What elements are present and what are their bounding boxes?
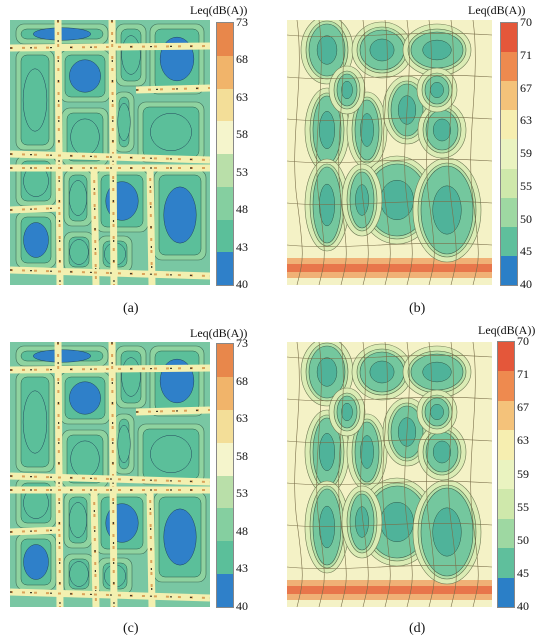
caption-d: (d) <box>409 621 426 636</box>
colorbar-segment <box>501 255 517 285</box>
colorbar-segment <box>498 342 514 372</box>
colorbar-tick-label: 73 <box>236 336 248 350</box>
colorbar-segment <box>498 430 514 460</box>
colorbar-segment <box>217 541 233 575</box>
colorbar-segment <box>498 371 514 401</box>
noise-map-b <box>287 20 492 285</box>
colorbar-tick-label: 53 <box>236 486 248 501</box>
colorbar-segment <box>501 168 517 198</box>
colorbar-tick-label: 48 <box>236 202 248 217</box>
colorbar-tick-label: 67 <box>517 400 529 415</box>
colorbar-segment <box>501 139 517 169</box>
colorbar-tick-label: 67 <box>520 80 532 95</box>
colorbar-tick-label: 63 <box>520 113 532 128</box>
colorbar-b <box>500 22 518 286</box>
colorbar-d <box>497 341 515 608</box>
colorbar-title-b: Leq(dB(A)) <box>468 3 526 17</box>
colorbar-segment <box>217 121 233 154</box>
colorbar-segment <box>217 55 233 89</box>
colorbar-tick-label: 53 <box>236 164 248 179</box>
colorbar-tick-label: 40 <box>236 277 248 291</box>
colorbar-segment <box>498 489 514 519</box>
colorbar-segment <box>501 23 517 53</box>
colorbar-tick-label: 55 <box>520 178 532 193</box>
colorbar-tick-label: 63 <box>517 433 529 448</box>
noise-map-c <box>10 342 210 607</box>
colorbar-tick-label: 58 <box>236 127 248 142</box>
colorbar-segment <box>498 459 514 490</box>
colorbar-segment <box>501 52 517 82</box>
colorbar-tick-label: 58 <box>236 448 248 463</box>
colorbar-segment <box>217 475 233 509</box>
colorbar-tick-label: 63 <box>236 89 248 104</box>
colorbar-tick-label: 68 <box>236 373 248 388</box>
colorbar-tick-label: 71 <box>520 47 532 62</box>
colorbar-tick-label: 45 <box>520 244 532 259</box>
colorbar-tick-label: 50 <box>520 211 532 226</box>
colorbar-title-d: Leq(dB(A)) <box>478 323 536 337</box>
colorbar-tick-label: 59 <box>520 146 532 160</box>
colorbar-segment <box>498 400 514 431</box>
caption-a: (a) <box>123 301 139 316</box>
colorbar-tick-label: 68 <box>236 52 248 67</box>
caption-c: (c) <box>123 621 139 636</box>
colorbar-tick-label: 63 <box>236 411 248 426</box>
colorbar-tick-label: 73 <box>236 15 248 29</box>
colorbar-segment <box>498 518 514 549</box>
colorbar-segment <box>501 81 517 111</box>
colorbar-segment <box>217 376 233 410</box>
colorbar-segment <box>217 574 233 607</box>
colorbar-tick-label: 43 <box>236 561 248 576</box>
colorbar-segment <box>501 197 517 227</box>
colorbar-segment <box>217 344 233 377</box>
noise-map-a <box>10 20 210 285</box>
colorbar-segment <box>217 219 233 253</box>
colorbar-tick-label: 43 <box>236 239 248 254</box>
colorbar-tick-label: 55 <box>517 499 529 514</box>
colorbar-title-a: Leq(dB(A)) <box>190 3 248 17</box>
colorbar-c <box>216 343 234 608</box>
colorbar-tick-label: 59 <box>517 466 529 481</box>
colorbar-tick-label: 45 <box>517 565 529 580</box>
colorbar-segment <box>217 88 233 122</box>
colorbar-segment <box>217 442 233 476</box>
colorbar-a <box>216 22 234 286</box>
colorbar-segment <box>501 110 517 140</box>
colorbar-segment <box>217 186 233 220</box>
colorbar-tick-label: 48 <box>236 523 248 538</box>
colorbar-segment <box>217 252 233 285</box>
colorbar-segment <box>498 577 514 607</box>
colorbar-tick-label: 70 <box>517 334 529 348</box>
colorbar-segment <box>217 409 233 443</box>
colorbar-segment <box>217 23 233 56</box>
colorbar-segment <box>217 508 233 542</box>
colorbar-tick-label: 71 <box>517 367 529 382</box>
colorbar-tick-label: 70 <box>520 15 532 29</box>
noise-map-d <box>287 342 492 607</box>
colorbar-tick-label: 40 <box>517 599 529 613</box>
colorbar-tick-label: 50 <box>517 532 529 547</box>
colorbar-tick-label: 40 <box>236 599 248 613</box>
colorbar-segment <box>217 154 233 187</box>
colorbar-segment <box>498 548 514 578</box>
caption-b: (b) <box>409 301 426 316</box>
colorbar-tick-label: 40 <box>520 277 532 291</box>
colorbar-title-c: Leq(dB(A)) <box>190 326 248 340</box>
colorbar-segment <box>501 226 517 256</box>
